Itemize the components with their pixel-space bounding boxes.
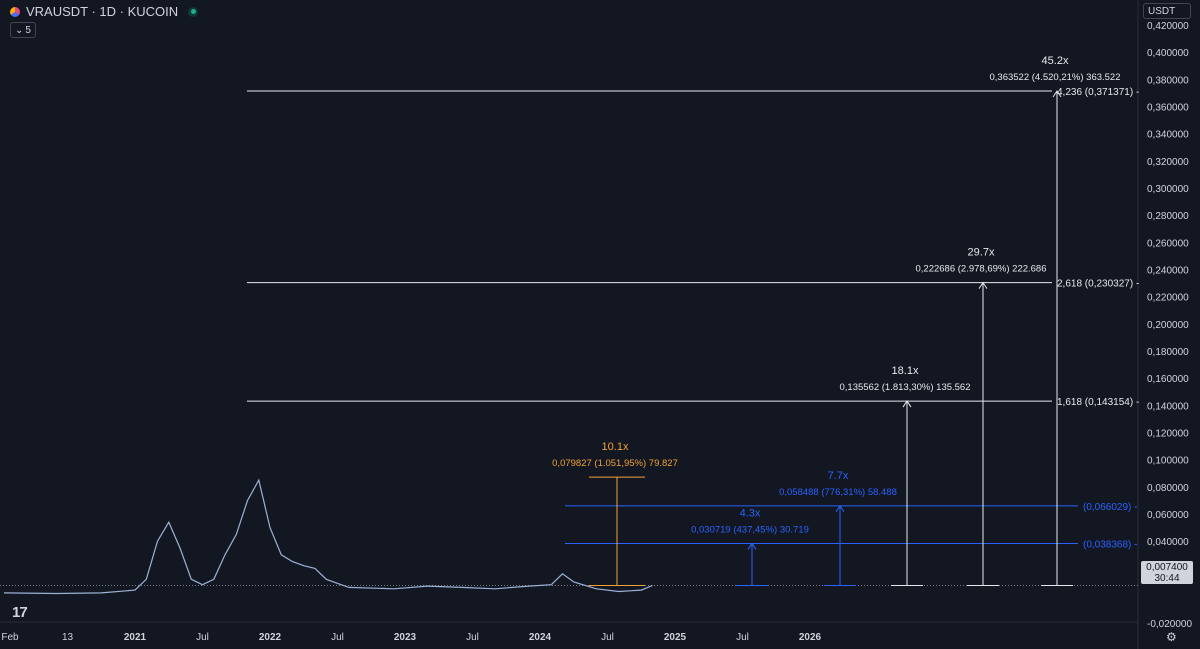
currency-button[interactable]: USDT — [1143, 3, 1191, 19]
x-tick-label: 2023 — [394, 632, 417, 643]
current-price-value: 0,007400 — [1146, 562, 1188, 573]
y-tick-label: 0,160000 — [1147, 374, 1189, 385]
y-tick-label: -0,020000 — [1147, 619, 1192, 630]
projection-multiple-label: 29.7x — [968, 247, 995, 259]
market-status-icon — [188, 6, 199, 17]
indicators-toggle-button[interactable]: ⌄ 5 — [10, 22, 36, 38]
y-tick-label: 0,300000 — [1147, 184, 1189, 195]
price-series-line — [3, 478, 653, 595]
indicator-count: 5 — [25, 24, 31, 36]
bar-countdown: 30:44 — [1154, 573, 1180, 584]
chevron-down-icon: ⌄ — [15, 24, 24, 36]
y-tick-label: 0,220000 — [1147, 293, 1189, 304]
projection-multiple-label: 4.3x — [740, 507, 761, 519]
y-tick-label: 0,180000 — [1147, 347, 1189, 358]
x-tick-label: 2024 — [529, 632, 552, 643]
projection-detail-label: 0,222686 (2.978,69%) 222.686 — [916, 264, 1047, 275]
x-tick-label: 2022 — [259, 632, 282, 643]
projection-detail-label: 0,363522 (4.520,21%) 363.522 — [990, 72, 1121, 83]
x-tick-label: Jul — [736, 632, 749, 643]
y-tick-label: 0,080000 — [1147, 483, 1189, 494]
projection-arrowhead — [1052, 90, 1062, 98]
chart-header: VRAUSDT · 1D · KUCOIN — [10, 4, 199, 19]
y-tick-label: 0,380000 — [1147, 75, 1189, 86]
y-tick-label: 0,420000 — [1147, 21, 1189, 32]
x-tick-label: Jul — [196, 632, 209, 643]
projection-arrowhead — [902, 400, 912, 408]
fib-level-label: 2,618 (0,230327) - — [1057, 279, 1139, 290]
tradingview-logo-icon[interactable]: 17 — [12, 604, 28, 621]
projection-detail-label: 0,079827 (1.051,95%) 79.827 — [552, 458, 678, 469]
y-tick-label: 0,240000 — [1147, 265, 1189, 276]
projection-arrowhead — [747, 542, 757, 550]
y-tick-label: 0,060000 — [1147, 510, 1189, 521]
x-tick-label: 13 — [62, 632, 74, 643]
x-tick-label: 2021 — [124, 632, 147, 643]
projection-multiple-label: 45.2x — [1042, 55, 1069, 67]
x-tick-label: Jul — [466, 632, 479, 643]
y-tick-label: 0,100000 — [1147, 456, 1189, 467]
projection-detail-label: 0,058488 (776,31%) 58.488 — [779, 487, 897, 498]
y-tick-label: 0,040000 — [1147, 537, 1189, 548]
y-tick-label: 0,200000 — [1147, 320, 1189, 331]
gear-icon[interactable]: ⚙ — [1166, 630, 1177, 644]
projection-detail-label: 0,030719 (437,45%) 30.719 — [691, 524, 809, 535]
fib-level-label: 1,618 (0,143154) - — [1057, 397, 1139, 408]
projection-multiple-label: 7.7x — [828, 470, 849, 482]
x-tick-label: 2026 — [799, 632, 822, 643]
x-tick-label: Jul — [601, 632, 614, 643]
x-tick-label: 2025 — [664, 632, 687, 643]
y-tick-label: 0,260000 — [1147, 238, 1189, 249]
fib-level-label: (0,066029) - — [1083, 502, 1137, 513]
projection-detail-label: 0,135562 (1.813,30%) 135.562 — [840, 382, 971, 393]
x-tick-label: Feb — [1, 632, 19, 643]
y-tick-label: 0,360000 — [1147, 102, 1189, 113]
y-tick-label: 0,320000 — [1147, 157, 1189, 168]
fib-level-label: 4,236 (0,371371) - — [1057, 87, 1139, 98]
fib-level-label: (0,038368) - — [1083, 539, 1137, 550]
y-tick-label: 0,340000 — [1147, 130, 1189, 141]
x-tick-label: Jul — [331, 632, 344, 643]
projection-arrowhead — [835, 504, 845, 513]
projection-arrowhead — [978, 281, 988, 289]
current-price-badge: 0,007400 30:44 — [1141, 561, 1193, 584]
projection-multiple-label: 18.1x — [892, 365, 919, 377]
y-tick-label: 0,400000 — [1147, 48, 1189, 59]
y-tick-label: 0,120000 — [1147, 429, 1189, 440]
projection-multiple-label: 10.1x — [602, 441, 629, 453]
y-tick-label: 0,140000 — [1147, 401, 1189, 412]
y-tick-label: 0,280000 — [1147, 211, 1189, 222]
symbol-logo-icon — [10, 6, 20, 17]
symbol-title[interactable]: VRAUSDT · 1D · KUCOIN — [26, 4, 179, 19]
